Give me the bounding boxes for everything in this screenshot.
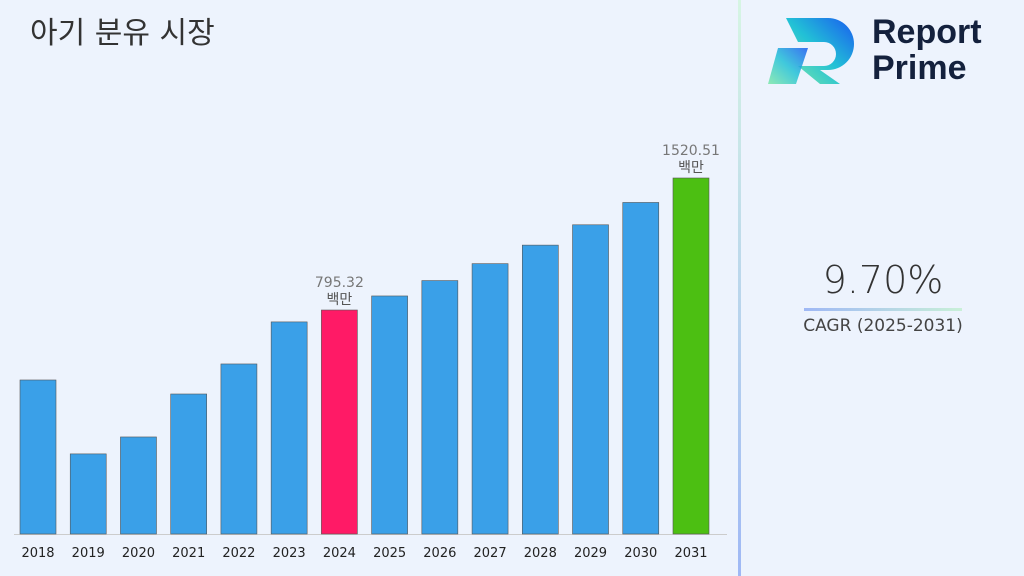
x-tick-label: 2025 — [373, 546, 406, 561]
bar-2019 — [69, 453, 107, 535]
data-label-unit: 백만 — [326, 292, 352, 308]
data-label-value: 1520.51 — [662, 143, 720, 159]
bar-2028 — [521, 244, 559, 535]
x-tick-label: 2021 — [172, 546, 205, 561]
x-tick-label: 2020 — [122, 546, 155, 561]
divider — [738, 0, 741, 576]
bar-2022 — [220, 363, 258, 535]
x-tick-label: 2023 — [273, 546, 306, 561]
x-tick-label: 2029 — [574, 546, 607, 561]
bar-2021 — [170, 393, 207, 535]
x-tick-label: 2022 — [222, 546, 255, 561]
x-tick-label: 2026 — [423, 546, 456, 561]
data-label-value: 795.32 — [315, 275, 364, 291]
bar-2027 — [471, 263, 509, 535]
bar-2026 — [421, 280, 459, 535]
chart-title: 아기 분유 시장 — [30, 16, 215, 51]
bar-2018 — [19, 379, 57, 535]
data-label-unit: 백만 — [678, 160, 704, 176]
bar-2031 — [672, 177, 710, 535]
bar-2020 — [120, 436, 157, 535]
x-tick-label: 2018 — [21, 546, 54, 561]
bar-2023 — [270, 321, 308, 535]
logo-line-1: Report — [872, 13, 982, 51]
bar-2025 — [371, 295, 408, 535]
cagr-underline — [804, 308, 962, 311]
logo-line-2: Prime — [872, 49, 967, 87]
x-tick-label: 2030 — [624, 546, 657, 561]
logo-text: Report Prime — [872, 14, 982, 86]
report-prime-logo-icon — [768, 18, 854, 84]
x-tick-label: 2027 — [474, 546, 507, 561]
x-tick-label: 2019 — [72, 546, 105, 561]
bar-chart: 2018 2019 2020 2021 2022 2023 2024795.32백만2025… — [14, 143, 727, 561]
x-tick-label: 2024 — [323, 546, 356, 561]
bar-2030 — [622, 202, 660, 535]
cagr-label: CAGR (2025-2031) — [803, 316, 963, 336]
cagr-value: 9.70% — [822, 258, 944, 302]
x-tick-label: 2028 — [524, 546, 557, 561]
bar-2024 — [321, 309, 358, 535]
x-tick-label: 2031 — [674, 546, 707, 561]
bar-2029 — [572, 224, 609, 535]
